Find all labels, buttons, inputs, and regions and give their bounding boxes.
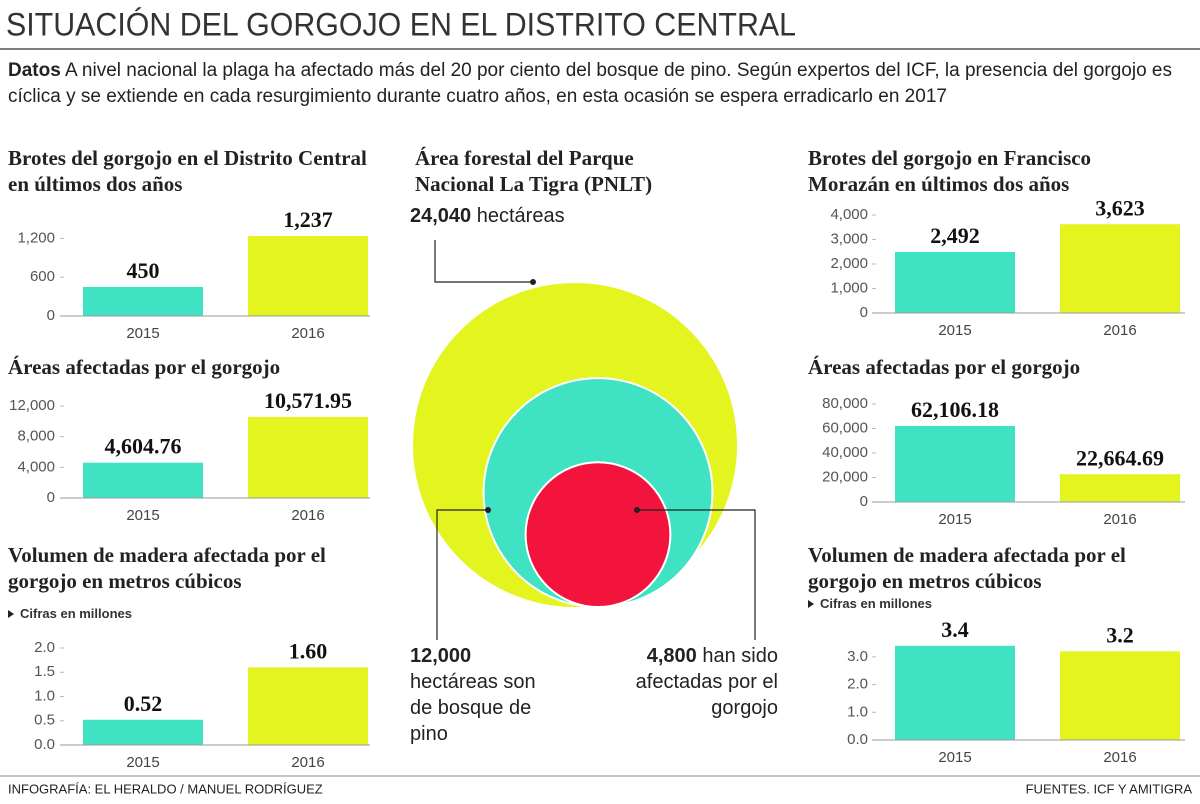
- y-tick-label: 3.0: [847, 648, 868, 665]
- leader-dot: [485, 507, 491, 513]
- y-tick-label: 12,000: [9, 397, 55, 414]
- y-tick-label: 1.0: [34, 687, 55, 704]
- bar: [1060, 224, 1180, 313]
- credit: INFOGRAFÍA: EL HERALDO / MANUEL RODRÍGUE…: [8, 781, 323, 796]
- bar: [83, 719, 203, 745]
- value-label: 450: [127, 258, 160, 283]
- bar: [895, 645, 1015, 740]
- circle-value: 24,040: [410, 205, 472, 227]
- note-marker: [808, 600, 814, 608]
- sources: FUENTES. ICF Y AMITIGRA: [1026, 781, 1193, 796]
- y-tick-label: 0: [47, 307, 55, 324]
- x-tick-label: 2015: [938, 511, 971, 528]
- y-tick-label: 3,000: [830, 230, 868, 247]
- chart-note: Cifras en millones: [820, 596, 932, 611]
- x-tick-label: 2016: [1103, 749, 1136, 766]
- y-tick-label: 20,000: [822, 468, 868, 485]
- y-tick-label: 0.5: [34, 712, 55, 729]
- x-tick-label: 2016: [291, 754, 324, 771]
- x-tick-label: 2015: [126, 325, 159, 342]
- y-tick-label: 4,000: [17, 458, 55, 475]
- chart-title: Áreas afectadas por el gorgojo: [808, 355, 1081, 379]
- circle-text: hectáreas son de bosque de pino: [410, 671, 536, 745]
- x-tick-label: 2015: [126, 507, 159, 524]
- chart-title: Volumen de madera afectada por el gorgoj…: [808, 543, 1126, 593]
- value-label: 2,492: [930, 223, 980, 248]
- y-tick-label: 2.0: [847, 676, 868, 693]
- x-tick-label: 2016: [1103, 322, 1136, 339]
- y-tick-label: 1.0: [847, 703, 868, 720]
- bar: [1060, 651, 1180, 740]
- y-tick-label: 0: [860, 493, 868, 510]
- circle-label: 4,800 han sido afectadas por el gorgojo: [575, 643, 778, 721]
- chart-title: Brotes del gorgojo en Francisco Morazán …: [808, 146, 1092, 196]
- circle-text: han sido afectadas por el gorgojo: [635, 645, 778, 719]
- value-label: 0.52: [124, 691, 163, 716]
- leader: [436, 509, 488, 640]
- intro-text: A nivel nacional la plaga ha afectado má…: [8, 60, 1172, 107]
- circle-label: 12,000 hectáreas son de bosque de pino: [410, 643, 560, 747]
- leader-dot: [634, 507, 640, 513]
- bar: [1060, 474, 1180, 502]
- y-tick-label: 80,000: [822, 395, 868, 412]
- intro-lead: Datos: [8, 60, 61, 81]
- x-tick-label: 2015: [938, 322, 971, 339]
- value-label: 1,237: [283, 207, 333, 232]
- value-label: 4,604.76: [105, 434, 182, 459]
- bar: [248, 667, 368, 745]
- y-tick-label: 1.5: [34, 663, 55, 680]
- x-tick-label: 2016: [291, 325, 324, 342]
- x-tick-label: 2015: [126, 754, 159, 771]
- y-tick-label: 2,000: [830, 255, 868, 272]
- y-tick-label: 60,000: [822, 419, 868, 436]
- value-label: 22,664.69: [1076, 445, 1164, 470]
- chart-title: Volumen de madera afectada por el gorgoj…: [8, 543, 326, 593]
- chart-title: Área forestal del Parque Nacional La Tig…: [415, 146, 653, 196]
- y-tick-label: 600: [30, 268, 55, 285]
- leaders: [434, 240, 756, 640]
- circle-value: 12,000: [410, 645, 472, 667]
- y-tick-label: 0: [47, 489, 55, 506]
- y-tick-label: 0.0: [34, 736, 55, 753]
- circle-value: 4,800: [646, 645, 697, 667]
- bar: [248, 236, 368, 316]
- y-tick-label: 2.0: [34, 639, 55, 656]
- value-label: 1.60: [289, 638, 328, 663]
- bar: [895, 425, 1015, 502]
- circle-label: 24,040 hectáreas: [410, 203, 710, 229]
- y-tick-label: 40,000: [822, 444, 868, 461]
- value-label: 10,571.95: [264, 388, 352, 413]
- intro: Datos A nivel nacional la plaga ha afect…: [8, 58, 1193, 110]
- bar: [83, 462, 203, 498]
- chart-title: Brotes del gorgojo en el Distrito Centra…: [8, 146, 367, 196]
- chart-note: Cifras en millones: [20, 606, 132, 621]
- area-circle: [524, 461, 672, 608]
- x-tick-label: 2015: [938, 749, 971, 766]
- y-tick-label: 1,000: [830, 279, 868, 296]
- leader-dot: [530, 279, 536, 285]
- bar: [83, 286, 203, 316]
- circle-group: [413, 283, 737, 608]
- value-label: 3.4: [941, 617, 969, 642]
- leader: [434, 240, 533, 283]
- x-tick-label: 2016: [1103, 511, 1136, 528]
- y-tick-label: 1,200: [17, 229, 55, 246]
- bar: [248, 416, 368, 498]
- note-marker: [8, 610, 14, 618]
- x-tick-label: 2016: [291, 507, 324, 524]
- title: SITUACIÓN DEL GORGOJO EN EL DISTRITO CEN…: [6, 6, 796, 42]
- y-tick-label: 8,000: [17, 428, 55, 445]
- bar: [895, 251, 1015, 313]
- y-tick-label: 0.0: [847, 731, 868, 748]
- chart-title: Áreas afectadas por el gorgojo: [8, 355, 281, 379]
- y-tick-label: 4,000: [830, 206, 868, 223]
- value-label: 3.2: [1106, 622, 1134, 647]
- value-label: 62,106.18: [911, 397, 999, 422]
- value-label: 3,623: [1095, 195, 1145, 220]
- leader: [637, 509, 756, 640]
- y-tick-label: 0: [860, 304, 868, 321]
- circle-text: hectáreas: [476, 205, 565, 227]
